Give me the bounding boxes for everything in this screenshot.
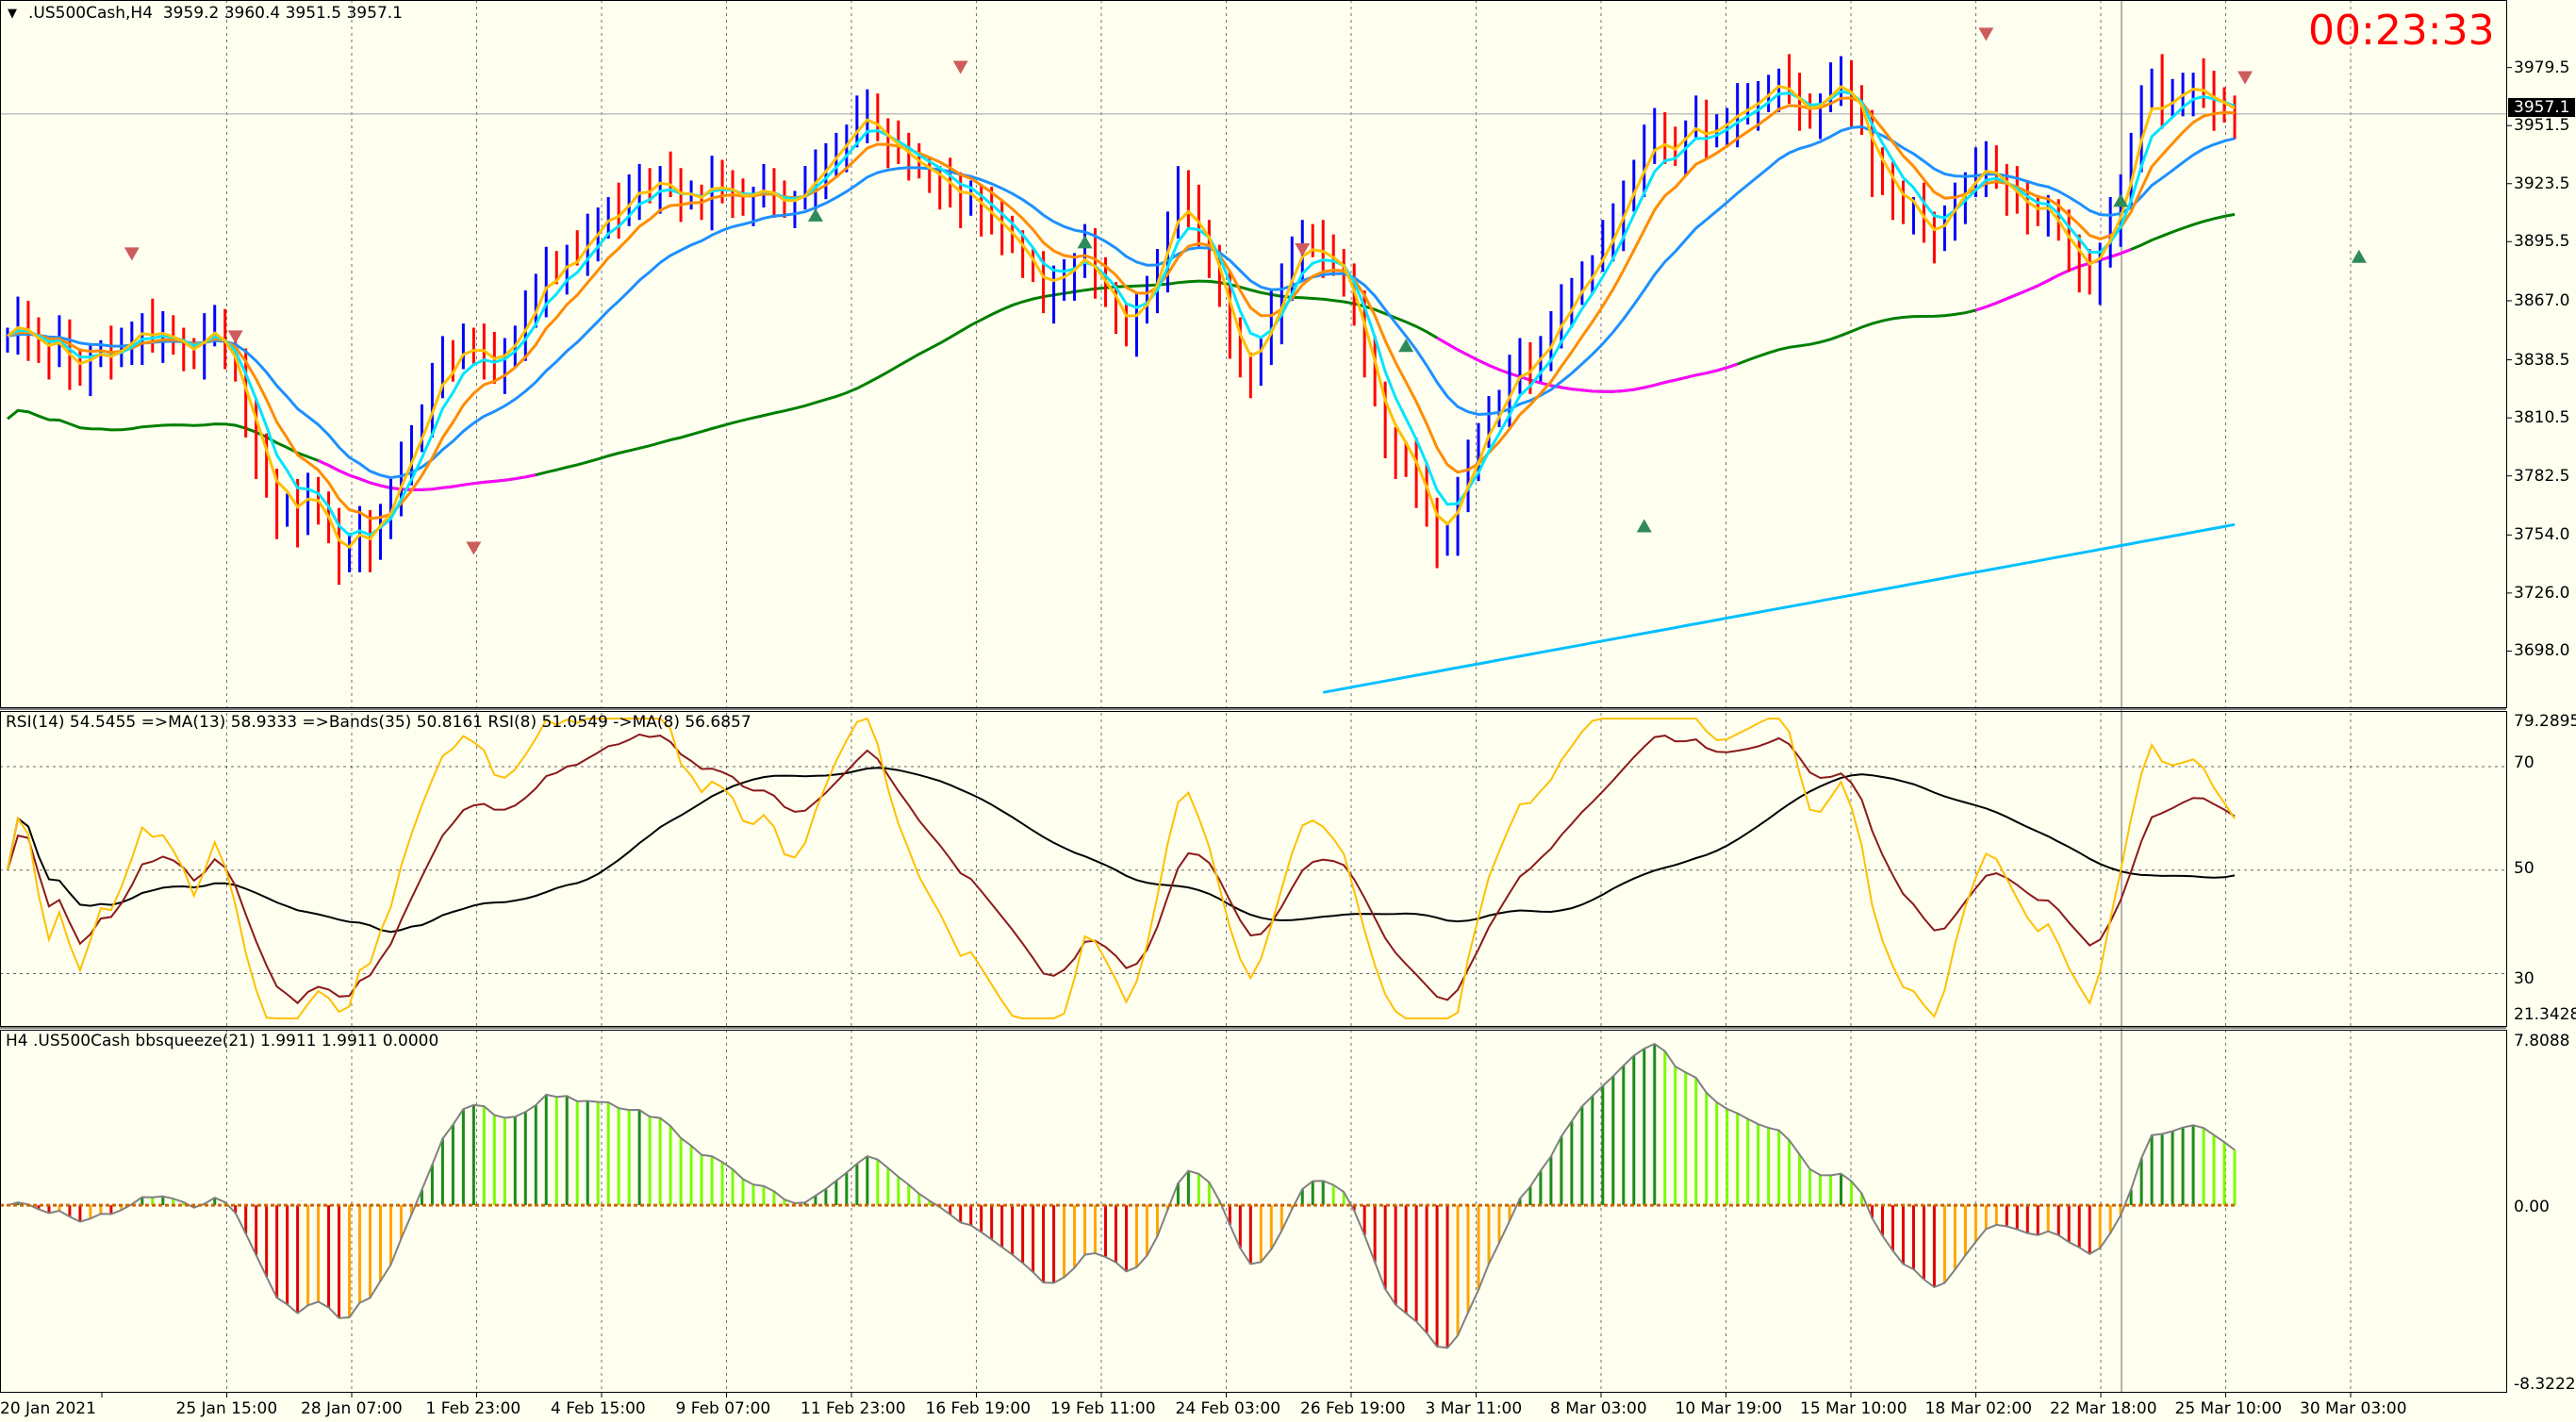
- rsi-bands-line: [7, 767, 2236, 934]
- fractal-arrows: [124, 27, 2367, 555]
- rsi-level-30: 30: [2514, 969, 2535, 988]
- squeeze-axis-zero: 0.00: [2514, 1198, 2550, 1216]
- time-label: 10 Mar 19:00: [1675, 1399, 1783, 1418]
- sell-arrow-icon: [1978, 27, 1994, 41]
- sell-arrow-icon: [1295, 242, 1311, 256]
- panel-frame-2: [0, 1030, 2507, 1393]
- price-label: 3951.5: [2514, 116, 2570, 136]
- time-label: 4 Feb 15:00: [551, 1399, 646, 1418]
- price-label: 3895.5: [2514, 232, 2570, 252]
- time-label: 26 Feb 19:00: [1300, 1399, 1406, 1418]
- rsi-axis-max: 79.2895: [2514, 712, 2576, 731]
- sell-arrow-icon: [124, 247, 140, 261]
- time-label: 25 Jan 15:00: [175, 1399, 278, 1418]
- buy-arrow-icon: [2113, 193, 2129, 207]
- ohlc-values: 3959.2 3960.4 3951.5 3957.1: [162, 4, 403, 23]
- menu-triangle-icon[interactable]: ▼: [8, 7, 17, 21]
- price-label: 3782.5: [2514, 466, 2570, 486]
- price-label: 3867.0: [2514, 290, 2570, 310]
- ma-cyan-line: [7, 90, 2236, 537]
- sell-arrow-icon: [2237, 71, 2253, 85]
- panel-frame-1: [0, 711, 2507, 1027]
- sell-arrow-icon: [227, 330, 243, 344]
- fast-moving-averages: [7, 84, 2236, 550]
- panel-frame-0: [0, 0, 2507, 708]
- rsi-lines: [0, 717, 2506, 1019]
- sell-arrow-icon: [952, 60, 968, 74]
- time-label: 11 Feb 23:00: [801, 1399, 906, 1418]
- time-label: 3 Mar 11:00: [1425, 1399, 1523, 1418]
- rsi-panel-label: RSI(14) 54.5455 =>MA(13) 58.9333 =>Bands…: [6, 713, 751, 732]
- time-label: 24 Feb 03:00: [1175, 1399, 1281, 1418]
- ma-blue-line: [7, 124, 2236, 480]
- price-label: 3810.5: [2514, 408, 2570, 428]
- time-label: 22 Mar 18:00: [2050, 1399, 2157, 1418]
- grid: [0, 0, 2506, 1392]
- time-label: 30 Mar 03:00: [2300, 1399, 2407, 1418]
- price-bars: [6, 54, 2237, 586]
- squeeze-outline: [7, 1042, 2236, 1349]
- time-label: 15 Mar 10:00: [1800, 1399, 1907, 1418]
- time-label: 8 Mar 03:00: [1550, 1399, 1647, 1418]
- squeeze-histogram: [0, 1042, 2237, 1349]
- ma-lightblue-line: [1322, 522, 2236, 694]
- symbol-timeframe: .US500Cash,H4: [28, 4, 154, 23]
- time-label: 28 Jan 07:00: [301, 1399, 403, 1418]
- sell-arrow-icon: [466, 541, 482, 555]
- buy-arrow-icon: [807, 207, 823, 222]
- squeeze-axis-min: -8.3222: [2514, 1375, 2576, 1394]
- current-price-tag: 3957.1: [2508, 98, 2576, 117]
- rsi-level-50: 50: [2514, 859, 2535, 878]
- rsi14-ma-line: [7, 733, 2236, 1005]
- buy-arrow-icon: [2351, 249, 2367, 263]
- price-label: 3979.5: [2514, 58, 2570, 77]
- price-label: 3754.0: [2514, 525, 2570, 545]
- price-label: 3698.0: [2514, 641, 2570, 661]
- squeeze-panel-label: H4 .US500Cash bbsqueeze(21) 1.9911 1.991…: [6, 1032, 439, 1050]
- time-label: 16 Feb 19:00: [925, 1399, 1032, 1418]
- buy-arrow-icon: [1636, 519, 1652, 533]
- time-label: 19 Feb 11:00: [1050, 1399, 1156, 1418]
- price-label: 3726.0: [2514, 583, 2570, 603]
- rsi-axis-min: 21.3428: [2514, 1005, 2576, 1024]
- ma-magenta-segment: [1974, 248, 2132, 312]
- slow-moving-averages: [7, 212, 2236, 694]
- time-label: 1 Feb 23:00: [425, 1399, 521, 1418]
- time-label: 9 Feb 07:00: [675, 1399, 771, 1418]
- buy-arrow-icon: [1398, 339, 1414, 353]
- time-label: 20 Jan 2021: [0, 1399, 96, 1418]
- ma-magenta-segment: [1436, 337, 1739, 393]
- time-label: 25 Mar 10:00: [2174, 1399, 2283, 1418]
- symbol-label: .US500Cash,H4 3959.2 3960.4 3951.5 3957.…: [28, 4, 403, 23]
- buy-arrow-icon: [1077, 235, 1093, 249]
- rsi8-line: [7, 717, 2236, 1019]
- squeeze-axis-max: 7.8088: [2514, 1032, 2570, 1050]
- price-label: 3923.5: [2514, 174, 2570, 193]
- rsi-level-70: 70: [2514, 753, 2535, 772]
- ma-yellow-line: [7, 84, 2236, 550]
- ma-magenta-segment: [317, 459, 537, 491]
- bar-countdown-timer: 00:23:33: [2308, 7, 2495, 55]
- panel-frames: [0, 0, 2512, 1397]
- price-label: 3838.5: [2514, 350, 2570, 370]
- time-label: 18 Mar 02:00: [1924, 1399, 2033, 1418]
